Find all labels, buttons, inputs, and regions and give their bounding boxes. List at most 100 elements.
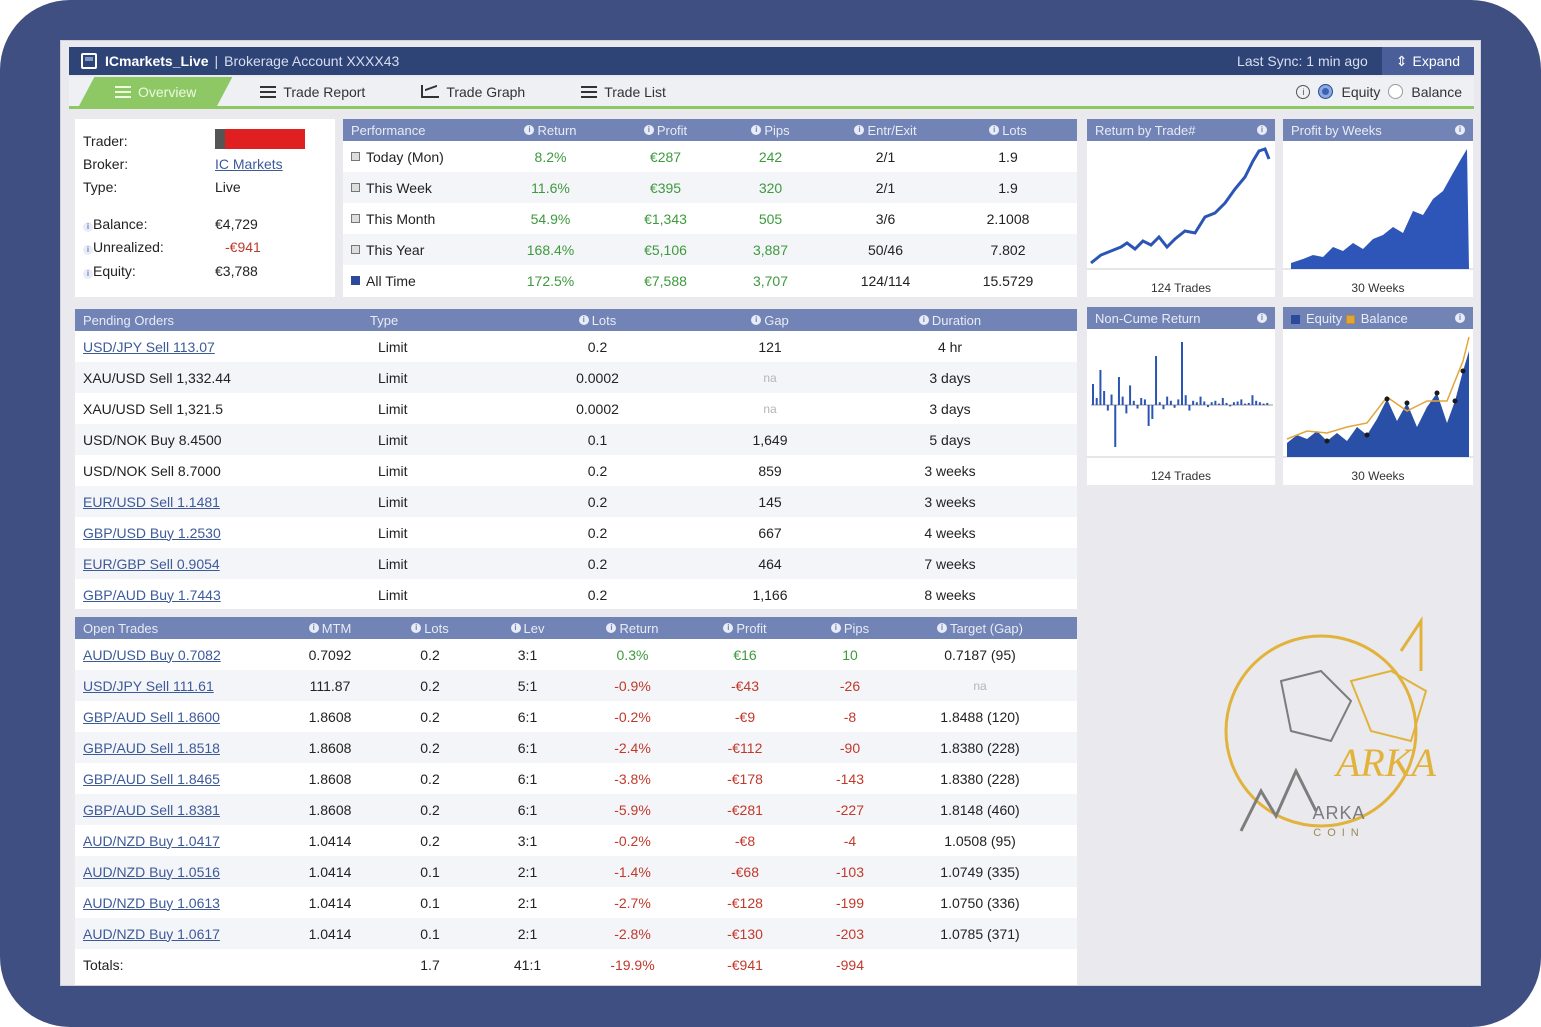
table-cell: 3 weeks (924, 493, 976, 510)
chart-title: Return by Trade# (1095, 122, 1196, 138)
col-gap[interactable]: i Gap (685, 313, 855, 328)
table-cell: 0.2 (587, 338, 608, 355)
order-label[interactable]: EUR/GBP Sell 0.9054 (83, 555, 220, 572)
info-icon[interactable]: i (1455, 313, 1465, 323)
tab-trade-list[interactable]: Trade List (553, 77, 694, 106)
trade-label[interactable]: AUD/USD Buy 0.7082 (83, 646, 221, 663)
col-profit[interactable]: i Profit (608, 123, 723, 138)
tab-trade-graph[interactable]: Trade Graph (393, 77, 553, 106)
table-row: AUD/NZD Buy 1.0417 1.0414 0.2 3:1 -0.2% -€8 -4… (75, 825, 1077, 856)
unrealized-label: i Unrealized: (83, 239, 164, 255)
table-cell: 0.2 (587, 586, 608, 603)
trade-label[interactable]: GBP/AUD Sell 1.8465 (83, 770, 220, 787)
table-cell: 0.2 (587, 493, 608, 510)
table-cell: 2.1008 (986, 210, 1030, 227)
return-by-trade-chart[interactable]: Return by Trade# i 124 Trades (1087, 119, 1275, 297)
info-icon: i (411, 623, 422, 633)
info-icon: i (524, 125, 535, 135)
chart-caption: 124 Trades (1150, 469, 1212, 483)
table-cell: -€178 (727, 770, 763, 787)
table-cell: 1.8608 (308, 801, 352, 818)
col-lots[interactable]: i Lots (510, 313, 685, 328)
table-cell: 1.8380 (228) (940, 739, 1020, 756)
info-icon[interactable]: i (1257, 313, 1267, 323)
trade-label[interactable]: AUD/NZD Buy 1.0417 (83, 832, 220, 849)
period-label: All Time (366, 272, 416, 289)
performance-rows: Today (Mon) 8.2% €287 242 2/1 1.9 This Week 11.… (343, 141, 1077, 296)
table-cell: 172.5% (526, 272, 575, 289)
broker-link[interactable]: IC Markets (215, 156, 283, 172)
col-return[interactable]: i Return (575, 621, 690, 636)
tab-overview[interactable]: Overview (79, 77, 233, 106)
col-lots[interactable]: i Lots (380, 621, 480, 636)
table-cell: Limit (378, 555, 408, 572)
expand-icon: ⇕ (1395, 52, 1408, 69)
order-label[interactable]: GBP/USD Buy 1.2530 (83, 524, 221, 541)
info-icon: i (937, 623, 947, 633)
row-icon (351, 183, 360, 192)
table-cell: 6:1 (517, 770, 538, 787)
table-cell: -€8 (734, 832, 756, 849)
trade-label[interactable]: AUD/NZD Buy 1.0613 (83, 894, 220, 911)
table-cell: 121 (758, 338, 782, 355)
col-lev[interactable]: i Lev (480, 621, 575, 636)
info-icon[interactable]: i (83, 245, 93, 255)
trade-label[interactable]: USD/JPY Sell 111.61 (83, 677, 214, 694)
trade-label[interactable]: GBP/AUD Sell 1.8381 (83, 801, 220, 818)
trade-label[interactable]: GBP/AUD Sell 1.8600 (83, 708, 220, 725)
non-cume-return-chart[interactable]: Non-Cume Return i 124 Trades (1087, 307, 1275, 485)
trade-label[interactable]: AUD/NZD Buy 1.0617 (83, 925, 220, 942)
profit-by-weeks-chart[interactable]: Profit by Weeks i 30 Weeks (1283, 119, 1473, 297)
table-cell: €16 (733, 646, 757, 663)
balance-radio[interactable] (1388, 84, 1404, 99)
report-icon (260, 85, 277, 98)
table-cell: 667 (758, 524, 782, 541)
table-cell: 1.0414 (308, 832, 352, 849)
table-cell: 1.9 (998, 148, 1018, 165)
table-row: This Week 11.6% €395 320 2/1 1.9 (343, 172, 1077, 203)
expand-button[interactable]: ⇕ Expand (1381, 47, 1474, 75)
order-label[interactable]: EUR/USD Sell 1.1481 (83, 493, 220, 510)
table-cell: 4 hr (937, 338, 963, 355)
order-label[interactable]: GBP/AUD Buy 1.7443 (83, 586, 221, 603)
type-label: Type: (83, 179, 118, 195)
table-cell: 0.2 (587, 524, 608, 541)
info-icon: i (308, 623, 319, 633)
table-cell: 1.0750 (336) (940, 894, 1020, 911)
col-pips[interactable]: i Pips (800, 621, 900, 636)
col-duration[interactable]: i Duration (855, 313, 1045, 328)
table-row: GBP/USD Buy 1.2530 Limit 0.2 667 4 weeks (75, 517, 1077, 548)
period-label: This Year (366, 241, 425, 258)
order-label[interactable]: USD/JPY Sell 113.07 (83, 338, 215, 355)
col-target-gap[interactable]: i Target (Gap) (900, 621, 1060, 636)
col-mtm[interactable]: i MTM (280, 621, 380, 636)
info-icon[interactable]: i (1455, 125, 1465, 135)
equity-radio[interactable] (1318, 84, 1334, 99)
col-performance: Performance (351, 122, 426, 138)
chart-caption: 30 Weeks (1351, 469, 1405, 483)
row-icon (351, 276, 360, 285)
trade-label[interactable]: AUD/NZD Buy 1.0516 (83, 863, 220, 880)
tab-trade-report[interactable]: Trade Report (232, 77, 393, 106)
table-cell: -26 (839, 677, 861, 694)
col-open-trades: Open Trades (83, 620, 159, 636)
info-icon[interactable]: i (83, 222, 93, 232)
col-profit[interactable]: i Profit (690, 621, 800, 636)
pending-orders-rows: USD/JPY Sell 113.07 Limit 0.2 121 4 hr XAU/US… (75, 331, 1077, 610)
table-cell: 5:1 (517, 677, 538, 694)
info-icon[interactable]: i (83, 269, 93, 279)
trader-label: Trader: (83, 133, 128, 149)
table-cell: 0.1 (420, 894, 440, 911)
col-lots[interactable]: i Lots (953, 123, 1063, 138)
table-cell: 2:1 (517, 894, 538, 911)
col-return[interactable]: i Return (493, 123, 608, 138)
col-entr-exit[interactable]: i Entr/Exit (818, 123, 953, 138)
info-icon[interactable]: i (1296, 84, 1311, 99)
col-pips[interactable]: i Pips (723, 123, 818, 138)
trade-label[interactable]: GBP/AUD Sell 1.8518 (83, 739, 220, 756)
equity-balance-chart[interactable]: Equity Balance i 30 Weeks (1283, 307, 1473, 485)
table-row: AUD/USD Buy 0.7082 0.7092 0.2 3:1 0.3% €16 10 0… (75, 639, 1077, 670)
info-icon[interactable]: i (1257, 125, 1267, 135)
col-type[interactable]: Type (370, 312, 399, 328)
